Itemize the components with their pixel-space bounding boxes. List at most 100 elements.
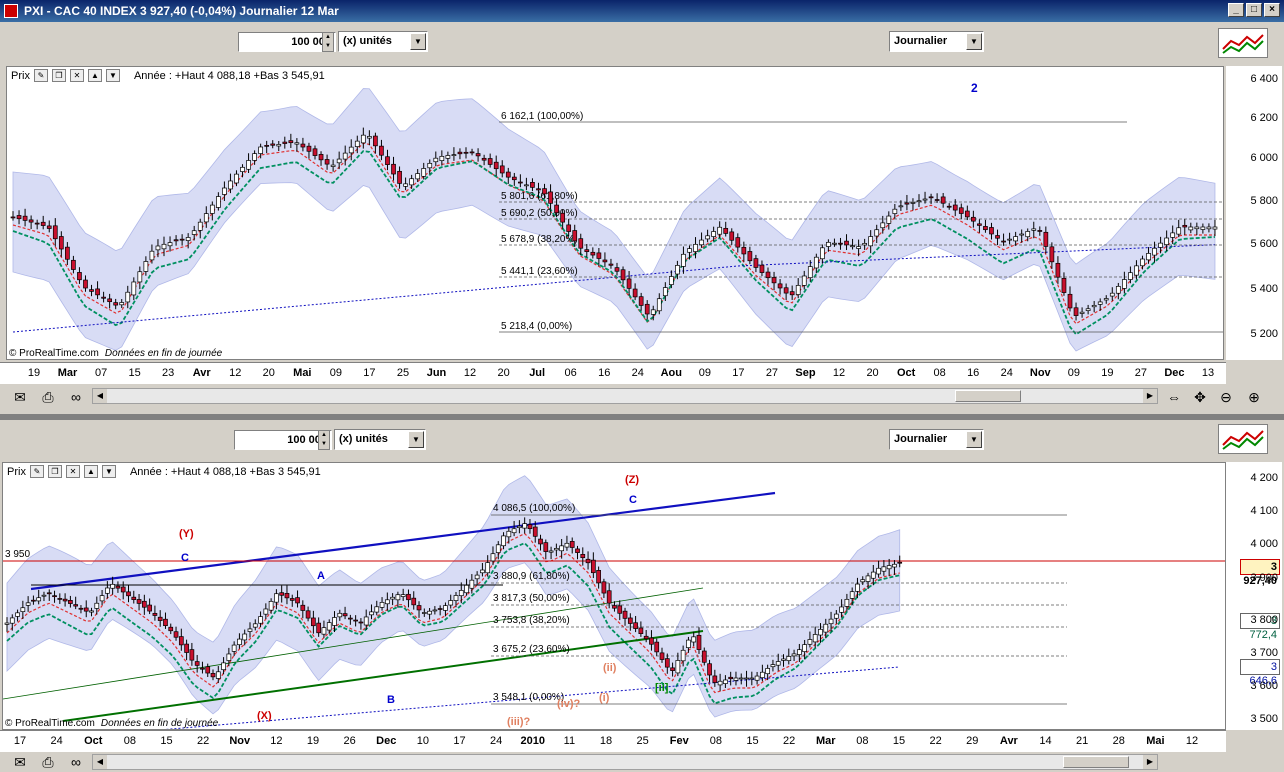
candle-body: [427, 610, 432, 615]
quantity-spinner-2[interactable]: ▲ ▼: [318, 430, 330, 450]
bottom-navigation-bar: ✉ ⎙ ∞ ◀ ▶: [0, 752, 1284, 772]
candle-body: [662, 287, 668, 297]
candle-body: [194, 661, 200, 666]
close-button[interactable]: ×: [1264, 3, 1280, 17]
bottom-scrollbar[interactable]: ◀ ▶: [92, 754, 1158, 770]
minimize-button[interactable]: _: [1228, 3, 1244, 17]
app-icon: [4, 4, 18, 18]
scroll-thumb[interactable]: [1063, 756, 1129, 768]
zoom-in-icon[interactable]: ⊕: [1248, 389, 1260, 405]
candle-body: [358, 621, 364, 624]
link-icon[interactable]: ∞: [71, 389, 81, 405]
candle-body: [712, 675, 718, 683]
print-icon[interactable]: ⎙: [42, 389, 54, 405]
candle-body: [294, 142, 300, 145]
candle-body: [305, 610, 311, 619]
candle-body: [113, 302, 119, 306]
candle-body: [228, 180, 233, 190]
candle-body: [916, 200, 922, 203]
candle-body: [1206, 226, 1212, 230]
candle-body: [252, 153, 257, 161]
x-tick-label: 28: [1112, 735, 1125, 747]
x-tick-label: 22: [197, 735, 210, 747]
units-select-2[interactable]: (x) unités ▼: [334, 429, 426, 450]
splitter[interactable]: [0, 414, 1284, 420]
period-select-2[interactable]: Journalier ▼: [889, 429, 984, 450]
quantity-input-2[interactable]: 100 000: [234, 430, 332, 450]
candle-body: [501, 535, 506, 547]
wave-label: (Y): [179, 528, 194, 540]
candle-body: [490, 553, 496, 562]
x-tick-label: 27: [765, 367, 779, 379]
y-tick-label: 3 500: [1250, 713, 1278, 725]
candle-body: [910, 202, 916, 204]
units-select[interactable]: (x) unités ▼: [338, 31, 428, 52]
x-tick-label: 16: [598, 367, 611, 379]
candle-body: [524, 184, 529, 187]
bottom-chart-panel[interactable]: Prix ✎ ❐ ✕ ▲ ▼ Année : +Haut 4 088,18 +B…: [2, 462, 1226, 730]
top-scrollbar[interactable]: ◀ ▶: [92, 388, 1158, 404]
candle-body: [770, 664, 776, 668]
candle-body: [300, 143, 306, 148]
scroll-thumb[interactable]: [955, 390, 1021, 402]
candle-body: [62, 598, 68, 602]
candle-body: [10, 216, 16, 219]
arrow-up-icon[interactable]: ▲: [83, 465, 98, 478]
candle-body: [691, 636, 697, 643]
candle-body: [36, 597, 42, 602]
print-icon[interactable]: ⎙: [42, 754, 54, 770]
link-icon[interactable]: ∞: [71, 754, 81, 770]
wrench-icon[interactable]: ✎: [33, 69, 48, 82]
candle-body: [532, 526, 538, 537]
candle-body: [209, 204, 215, 214]
candle-body: [242, 633, 248, 641]
window-icon[interactable]: ❐: [47, 465, 62, 478]
candle-body: [1085, 308, 1091, 311]
candle-body: [538, 538, 543, 545]
wave-label: (iii)?: [507, 716, 530, 728]
top-toolbar: 100 000 ▲ ▼ (x) unités ▼ Journalier ▼: [0, 24, 1284, 64]
candle-body: [669, 276, 674, 285]
y-tick-label: 5 400: [1250, 283, 1278, 295]
x-tick-label: 20: [262, 367, 275, 379]
candle-body: [184, 643, 189, 653]
candle-body: [1019, 233, 1025, 236]
crosshair-icon[interactable]: ✥: [1194, 389, 1206, 405]
candle-body: [94, 602, 100, 609]
top-panel-header: Prix ✎ ❐ ✕ ▲ ▼ Année : +Haut 4 088,18 +B…: [11, 69, 325, 82]
candle-body: [197, 221, 203, 231]
candle-body: [1055, 262, 1061, 278]
arrow-down-icon[interactable]: ▼: [105, 69, 120, 82]
window-icon[interactable]: ❐: [51, 69, 66, 82]
mail-icon[interactable]: ✉: [14, 389, 26, 405]
candle-body: [1079, 311, 1085, 314]
maximize-button[interactable]: □: [1246, 3, 1262, 17]
candle-body: [78, 607, 84, 610]
arrow-up-icon[interactable]: ▲: [87, 69, 102, 82]
arrow-down-icon[interactable]: ▼: [101, 465, 116, 478]
candle-body: [1001, 240, 1006, 243]
candle-body: [20, 607, 26, 612]
delete-icon[interactable]: ✕: [69, 69, 84, 82]
chart-icon: [1222, 430, 1264, 450]
quantity-spinner[interactable]: ▲ ▼: [322, 32, 334, 52]
candle-body: [633, 622, 638, 629]
pan-icon[interactable]: ⇔: [1167, 389, 1181, 405]
delete-icon[interactable]: ✕: [65, 465, 80, 478]
candle-body: [522, 523, 528, 529]
chart-type-button[interactable]: [1218, 28, 1268, 58]
wrench-icon[interactable]: ✎: [29, 465, 44, 478]
candle-body: [1152, 247, 1157, 256]
candle-body: [548, 191, 553, 204]
mail-icon[interactable]: ✉: [14, 754, 26, 770]
candle-body: [569, 541, 575, 548]
chart-type-button-2[interactable]: [1218, 424, 1268, 454]
top-chart-panel[interactable]: Prix ✎ ❐ ✕ ▲ ▼ Année : +Haut 4 088,18 +B…: [6, 66, 1224, 360]
panel-info: Année : +Haut 4 088,18 +Bas 3 545,91: [129, 465, 321, 478]
quantity-input[interactable]: 100 000: [238, 32, 336, 52]
candle-body: [215, 671, 221, 679]
candle-body: [1091, 304, 1097, 308]
candle-body: [518, 181, 523, 184]
period-select[interactable]: Journalier ▼: [889, 31, 984, 52]
zoom-out-icon[interactable]: ⊖: [1220, 389, 1232, 405]
